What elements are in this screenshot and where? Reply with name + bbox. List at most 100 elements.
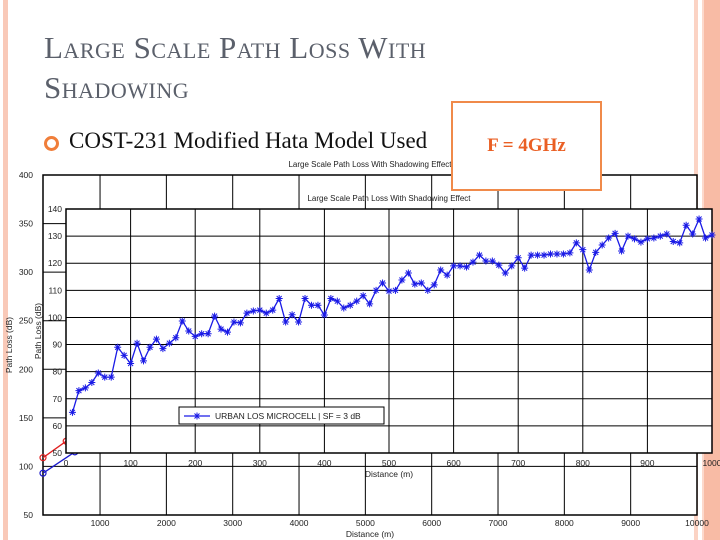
- inner-data-point: [211, 312, 219, 320]
- inner-data-point: [275, 294, 283, 302]
- inner-data-point: [443, 271, 451, 279]
- inner-x-tick-label: 700: [511, 458, 525, 468]
- inner-data-point: [185, 327, 193, 335]
- inner-data-point: [256, 306, 264, 314]
- inner-y-axis-label: Path Loss (dB): [33, 303, 43, 359]
- outer-y-tick-label: 400: [19, 170, 33, 180]
- inner-x-tick-label: 800: [576, 458, 590, 468]
- inner-data-point: [708, 231, 716, 239]
- outer-y-tick-label: 150: [19, 413, 33, 423]
- outer-y-tick-label: 350: [19, 219, 33, 229]
- inner-data-point: [340, 304, 348, 312]
- inner-data-point: [94, 369, 102, 377]
- outer-y-tick-label: 250: [19, 316, 33, 326]
- inner-data-point: [359, 292, 367, 300]
- inner-x-tick-label: 300: [253, 458, 267, 468]
- inner-data-point: [224, 328, 231, 336]
- outer-series-line: [42, 451, 76, 474]
- inner-chart: Large Scale Path Loss With Shadowing Eff…: [33, 194, 720, 479]
- outer-x-tick-label: 2000: [157, 518, 176, 528]
- outer-x-tick-label: 6000: [422, 518, 441, 528]
- inner-data-point: [676, 239, 684, 247]
- inner-y-tick-label: 120: [48, 258, 62, 268]
- inner-data-point: [204, 330, 212, 338]
- inner-y-tick-label: 80: [53, 367, 63, 377]
- inner-data-point: [534, 251, 542, 259]
- inner-data-point: [682, 221, 690, 229]
- inner-data-point: [702, 234, 710, 242]
- bullet-ring-icon: [44, 135, 59, 151]
- outer-x-tick-label: 1000: [91, 518, 110, 528]
- outer-x-tick-label: 10000: [685, 518, 709, 528]
- inner-y-tick-label: 130: [48, 231, 62, 241]
- inner-data-point: [140, 357, 148, 365]
- inner-data-point: [88, 379, 96, 387]
- inner-x-tick-label: 0: [64, 458, 69, 468]
- inner-data-point: [353, 297, 361, 305]
- outer-series-line: [42, 440, 67, 459]
- inner-data-point: [230, 318, 238, 326]
- outer-x-tick-label: 7000: [489, 518, 508, 528]
- inner-data-point: [598, 241, 606, 249]
- inner-data-point: [133, 339, 141, 347]
- inner-data-point: [282, 318, 290, 326]
- inner-data-point: [307, 301, 315, 309]
- inner-x-axis-label: Distance (m): [365, 469, 413, 479]
- inner-x-tick-label: 900: [640, 458, 654, 468]
- inner-data-point: [333, 297, 341, 305]
- slide-title: Large Scale Path Loss With Shadowing: [44, 30, 427, 105]
- inner-data-point: [385, 287, 393, 295]
- inner-data-point: [605, 234, 613, 242]
- inner-data-point: [127, 360, 135, 368]
- inner-y-tick-label: 60: [53, 421, 63, 431]
- inner-data-point: [572, 239, 580, 247]
- inner-data-point: [198, 330, 206, 338]
- inner-data-point: [488, 257, 496, 265]
- inner-data-point: [650, 234, 658, 242]
- inner-data-point: [566, 249, 574, 257]
- inner-x-tick-label: 200: [188, 458, 202, 468]
- inner-data-point: [269, 306, 277, 314]
- inner-data-point: [314, 301, 322, 309]
- inner-data-point: [178, 317, 186, 325]
- inner-y-tick-label: 90: [53, 340, 63, 350]
- outer-y-tick-label: 50: [24, 510, 34, 520]
- inner-data-point: [424, 286, 432, 294]
- inner-data-point: [643, 235, 651, 243]
- inner-data-point: [618, 247, 626, 255]
- outer-y-axis-label: Path Loss (dB): [4, 317, 14, 373]
- bullet-item: COST-231 Modified Hata Model Used: [44, 128, 427, 154]
- inner-data-point: [669, 238, 677, 246]
- outer-x-axis-label: Distance (m): [346, 529, 394, 539]
- outer-y-tick-label: 300: [19, 267, 33, 277]
- inner-data-point: [482, 257, 490, 265]
- inner-y-tick-label: 110: [48, 285, 62, 295]
- frequency-label: F = 4GHz: [487, 135, 566, 156]
- inner-data-point: [624, 232, 632, 240]
- inner-data-point: [592, 248, 600, 256]
- outer-title: Large Scale Path Loss With Shadowing Eff…: [288, 160, 452, 169]
- inner-data-point: [295, 318, 303, 326]
- inner-data-point: [101, 373, 109, 381]
- legend-label: URBAN LOS MICROCELL | SF = 3 dB: [215, 411, 361, 421]
- inner-data-point: [81, 384, 89, 392]
- inner-data-point: [508, 262, 516, 270]
- inner-data-point: [456, 262, 464, 270]
- inner-data-point: [663, 230, 671, 238]
- inner-data-point: [320, 311, 328, 319]
- inner-data-point: [417, 279, 425, 287]
- inner-data-point: [527, 251, 535, 259]
- outer-x-tick-label: 3000: [223, 518, 242, 528]
- inner-data-point: [404, 269, 412, 277]
- inner-data-point: [695, 215, 703, 223]
- legend: URBAN LOS MICROCELL | SF = 3 dB: [178, 406, 385, 425]
- inner-data-point: [547, 250, 554, 258]
- inner-data-point: [437, 266, 445, 274]
- inner-data-point: [146, 343, 154, 351]
- inner-data-point: [611, 229, 619, 237]
- outer-x-tick-label: 8000: [555, 518, 574, 528]
- inner-y-tick-label: 100: [48, 312, 62, 322]
- inner-y-tick-label: 140: [48, 204, 62, 214]
- inner-data-point: [288, 311, 296, 319]
